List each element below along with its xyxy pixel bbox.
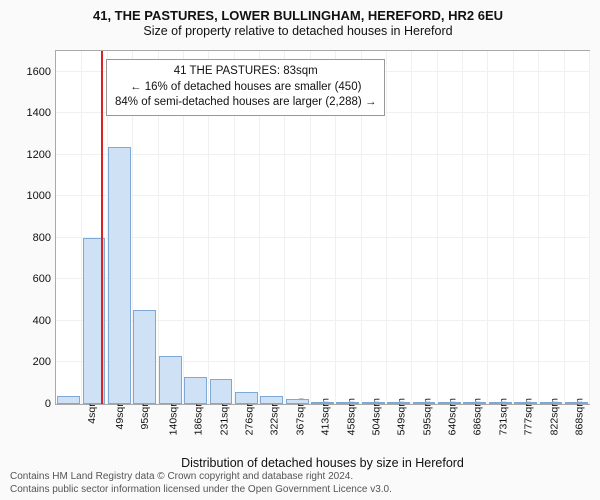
gridline-v <box>437 51 438 404</box>
figure: 41, THE PASTURES, LOWER BULLINGHAM, HERE… <box>0 0 600 500</box>
ytick-label: 800 <box>33 232 56 244</box>
bar <box>489 402 512 404</box>
bar <box>387 402 410 404</box>
ytick-label: 600 <box>33 273 56 285</box>
gridline-h <box>56 278 589 279</box>
bar <box>184 377 207 404</box>
ytick-label: 0 <box>45 398 56 410</box>
annot-line1: 41 THE PASTURES: 83sqm <box>115 64 376 80</box>
bar <box>540 402 563 404</box>
bar <box>514 402 537 404</box>
gridline-v <box>487 51 488 404</box>
bar <box>159 356 182 404</box>
ytick-label: 200 <box>33 356 56 368</box>
bar <box>463 402 486 404</box>
footer-l1: Contains HM Land Registry data © Crown c… <box>10 471 590 484</box>
bar <box>235 392 258 404</box>
marker-line <box>101 51 103 404</box>
gridline-v <box>386 51 387 404</box>
bar <box>210 379 233 404</box>
x-axis-label: Distribution of detached houses by size … <box>55 456 590 470</box>
gridline-v <box>411 51 412 404</box>
annot-line3: 84% of semi-detached houses are larger (… <box>115 95 376 111</box>
bar <box>108 147 131 404</box>
bar <box>438 402 461 404</box>
bar <box>133 310 156 404</box>
gridline-h <box>56 154 589 155</box>
ytick-label: 1000 <box>27 190 56 202</box>
bar <box>362 402 385 404</box>
bar <box>286 399 309 404</box>
annot-line2: ← 16% of detached houses are smaller (45… <box>115 80 376 96</box>
title-block: 41, THE PASTURES, LOWER BULLINGHAM, HERE… <box>6 8 590 40</box>
bar <box>336 402 359 404</box>
bar <box>57 396 80 404</box>
footer-l2: Contains public sector information licen… <box>10 484 590 497</box>
ytick-label: 400 <box>33 315 56 327</box>
ytick-label: 1400 <box>27 107 56 119</box>
gridline-v <box>513 51 514 404</box>
title-line1: 41, THE PASTURES, LOWER BULLINGHAM, HERE… <box>6 8 590 24</box>
plot-area: 020040060080010001200140016004sqm49sqm95… <box>55 50 590 405</box>
gridline-v <box>462 51 463 404</box>
gridline-v <box>538 51 539 404</box>
title-line2: Size of property relative to detached ho… <box>6 24 590 40</box>
footer: Contains HM Land Registry data © Crown c… <box>10 471 590 496</box>
bar <box>311 402 334 404</box>
ytick-label: 1600 <box>27 66 56 78</box>
gridline-h <box>56 237 589 238</box>
bar <box>565 402 588 404</box>
gridline-v <box>589 51 590 404</box>
ytick-label: 1200 <box>27 149 56 161</box>
bar <box>413 402 436 404</box>
annotation-box: 41 THE PASTURES: 83sqm ← 16% of detached… <box>106 59 385 116</box>
gridline-h <box>56 195 589 196</box>
bar <box>260 396 283 404</box>
gridline-v <box>564 51 565 404</box>
